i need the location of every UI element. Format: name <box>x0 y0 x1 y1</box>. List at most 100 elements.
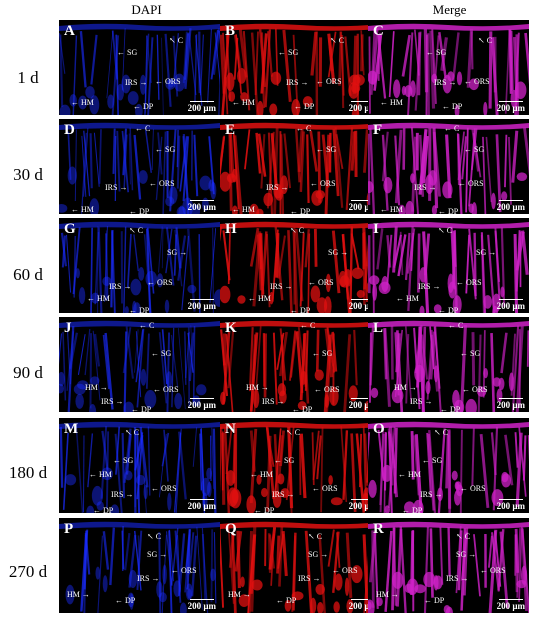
panel-letter: B <box>225 23 236 39</box>
follicle-streak <box>156 34 160 100</box>
follicle-bulb <box>501 191 508 201</box>
follicle-streak <box>87 433 94 488</box>
annotation-hm: HM → <box>228 590 251 599</box>
follicle-bulb <box>101 467 113 481</box>
follicle-streak <box>220 136 226 179</box>
follicle-bulb <box>237 295 246 304</box>
follicle-bulb <box>376 597 383 607</box>
follicle-streak <box>306 134 310 204</box>
follicle-streak <box>199 433 203 491</box>
follicle-streak <box>176 135 181 189</box>
micrograph-panel-a: A 200 µm ↖ C ← SG IRS → ← ORS ← HM ← DP <box>59 20 220 115</box>
follicle-bulb <box>156 273 164 288</box>
follicle-bulb <box>206 467 212 480</box>
follicle-streak <box>66 327 72 385</box>
follicle-bulb <box>102 276 112 287</box>
follicle-streak <box>111 30 118 80</box>
follicle-streak <box>336 532 341 568</box>
follicle-streak <box>238 29 248 78</box>
follicle-streak <box>211 427 215 489</box>
follicle-streak <box>340 426 348 503</box>
scale-bar <box>351 499 375 500</box>
scale-bar <box>351 398 375 399</box>
follicle-bulb <box>272 490 282 508</box>
follicle-bulb <box>132 300 137 313</box>
follicle-streak <box>90 227 93 313</box>
follicle-streak <box>228 532 235 568</box>
follicle-streak <box>212 227 214 313</box>
follicle-streak <box>212 28 220 75</box>
follicle-streak <box>414 29 420 76</box>
scale-bar <box>499 299 523 300</box>
epidermis-layer <box>220 23 381 31</box>
follicle-bulb <box>437 487 443 502</box>
follicle-streak <box>312 430 320 481</box>
annotation-dp: ← DP <box>402 506 423 513</box>
follicle-streak <box>157 226 163 273</box>
annotation-ors: ← ORS <box>149 179 175 188</box>
follicle-streak <box>145 333 150 389</box>
follicle-bulb <box>59 104 71 115</box>
merge-micrograph <box>368 317 529 412</box>
follicle-bulb <box>280 175 289 195</box>
row-label-270d: 270 d <box>8 562 48 581</box>
annotation-irs: IRS → <box>266 183 289 192</box>
follicle-bulb <box>253 388 260 409</box>
annotation-ors: ← ORS <box>456 278 482 287</box>
follicle-bulb <box>96 501 105 511</box>
follicle-streak <box>459 325 467 412</box>
follicle-bulb <box>351 83 361 94</box>
follicle-bulb <box>451 470 458 481</box>
follicle-bulb <box>78 287 86 305</box>
follicle-streak <box>331 230 341 294</box>
annotation-dp: ← DP <box>438 207 459 214</box>
follicle-streak <box>177 235 187 281</box>
follicle-streak <box>105 431 110 509</box>
panel-letter: P <box>64 521 74 537</box>
follicle-bulb <box>302 96 313 108</box>
follicle-bulb <box>401 85 407 96</box>
micrograph-panel-m: M 200 µm ↖ C ← SG ← HM IRS → ← ORS ← DP <box>59 418 220 513</box>
follicle-streak <box>67 326 75 412</box>
annotation-irs: IRS → <box>446 574 469 583</box>
follicle-streak <box>75 426 84 513</box>
follicle-bulb <box>138 170 148 184</box>
annotation-dp: ← DP <box>290 207 311 214</box>
epidermis-layer <box>59 122 220 130</box>
annotation-c: ↖ C <box>478 36 493 45</box>
follicle-streak <box>181 235 190 311</box>
follicle-streak <box>147 426 151 496</box>
scale-bar-label: 200 µm <box>496 601 525 611</box>
follicle-streak <box>368 133 371 205</box>
annotation-sg: ← SG <box>274 456 295 465</box>
panel-letter: J <box>64 320 72 336</box>
follicle-bulb <box>384 505 390 513</box>
follicle-streak <box>161 534 167 613</box>
panel-letter: O <box>373 421 385 437</box>
follicle-streak <box>221 432 226 505</box>
follicle-bulb <box>229 488 242 509</box>
follicle-streak <box>273 434 280 497</box>
follicle-streak <box>97 535 104 613</box>
follicle-streak <box>104 332 114 410</box>
follicle-streak <box>126 234 132 288</box>
follicle-streak <box>434 35 440 82</box>
follicle-bulb <box>413 499 424 513</box>
follicle-streak <box>73 235 77 298</box>
follicle-streak <box>490 532 500 592</box>
follicle-streak <box>128 535 137 588</box>
follicle-bulb <box>280 488 290 498</box>
follicle-streak <box>423 526 429 613</box>
follicle-bulb <box>269 103 278 115</box>
follicle-streak <box>92 330 101 401</box>
follicle-streak <box>147 37 154 115</box>
follicle-bulb <box>317 602 324 613</box>
follicle-bulb <box>315 583 325 595</box>
follicle-streak <box>244 129 251 170</box>
follicle-streak <box>81 132 87 214</box>
micrograph-panel-o: O 200 µm ↖ C ← SG ← HM IRS → ← ORS ← DP <box>368 418 529 513</box>
follicle-streak <box>383 328 388 380</box>
follicle-bulb <box>246 495 257 513</box>
follicle-bulb <box>173 580 182 597</box>
follicle-streak <box>390 325 394 380</box>
